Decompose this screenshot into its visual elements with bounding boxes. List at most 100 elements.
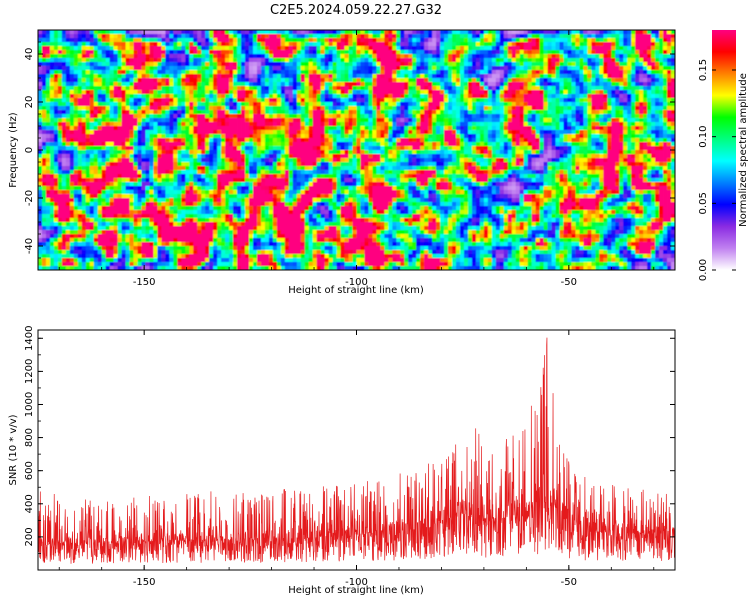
heatmap-cell xyxy=(539,70,545,75)
heatmap-cell xyxy=(432,114,437,119)
heatmap-cell xyxy=(316,114,322,119)
heatmap-cell xyxy=(213,130,218,135)
heatmap-cell xyxy=(97,154,103,159)
heatmap-cell xyxy=(276,82,282,87)
heatmap-cell xyxy=(671,138,675,143)
heatmap-cell xyxy=(256,146,262,151)
heatmap-cell xyxy=(264,118,270,123)
heatmap-cell xyxy=(575,130,580,135)
heatmap-cell xyxy=(479,150,485,155)
heatmap-cell xyxy=(169,38,174,43)
heatmap-cell xyxy=(280,30,286,35)
heatmap-cell xyxy=(45,74,51,79)
heatmap-cell xyxy=(432,126,437,131)
heatmap-cell xyxy=(336,78,341,83)
heatmap-cell xyxy=(209,134,214,139)
heatmap-cell xyxy=(360,58,365,63)
heatmap-cell xyxy=(483,38,489,43)
heatmap-cell xyxy=(551,58,556,63)
heatmap-cell xyxy=(69,58,75,63)
heatmap-cell xyxy=(332,38,337,43)
heatmap-cell xyxy=(149,110,154,115)
heatmap-cell xyxy=(671,34,675,39)
heatmap-cell xyxy=(121,34,126,39)
heatmap-cell xyxy=(69,70,75,75)
heatmap-cell xyxy=(424,118,429,123)
heatmap-cell xyxy=(627,54,632,59)
heatmap-cell xyxy=(380,114,385,119)
heatmap-cell xyxy=(412,42,417,47)
heatmap-cell xyxy=(519,78,525,83)
heatmap-cell xyxy=(384,62,389,67)
heatmap-cell xyxy=(436,90,441,95)
heatmap-cell xyxy=(531,74,537,79)
heatmap-cell xyxy=(643,118,648,123)
heatmap-cell xyxy=(436,50,441,55)
heatmap-cell xyxy=(623,142,628,147)
heatmap-cell xyxy=(495,130,501,135)
heatmap-cell xyxy=(579,106,584,111)
heatmap-cell xyxy=(97,46,103,51)
heatmap-cell xyxy=(444,82,449,87)
heatmap-cell xyxy=(77,102,83,107)
heatmap-cell xyxy=(424,114,429,119)
heatmap-cell xyxy=(531,62,537,67)
heatmap-cell xyxy=(352,94,357,99)
heatmap-cell xyxy=(217,134,222,139)
heatmap-cell xyxy=(280,54,286,59)
heatmap-cell xyxy=(77,46,83,51)
heatmap-cell xyxy=(61,70,67,75)
heatmap-cell xyxy=(65,66,71,71)
heatmap-cell xyxy=(344,54,349,59)
heatmap-cell xyxy=(667,50,672,55)
heatmap-cell xyxy=(157,98,162,103)
heatmap-cell xyxy=(352,46,357,51)
heatmap-cell xyxy=(491,70,497,75)
heatmap-cell xyxy=(324,98,330,103)
heatmap-cell xyxy=(237,102,242,107)
heatmap-cell xyxy=(129,138,134,143)
heatmap-cell xyxy=(161,134,166,139)
heatmap-cell xyxy=(463,30,469,35)
heatmap-cell xyxy=(424,130,429,135)
heatmap-cell xyxy=(368,106,373,111)
heatmap-cell xyxy=(448,46,453,51)
heatmap-cell xyxy=(487,42,493,47)
heatmap-cell xyxy=(483,110,489,115)
heatmap-cell xyxy=(599,114,604,119)
heatmap-cell xyxy=(404,74,409,79)
heatmap-cell xyxy=(324,38,330,43)
heatmap-cell xyxy=(547,42,552,47)
heatmap-cell xyxy=(169,114,174,119)
heatmap-cell xyxy=(213,30,218,35)
heatmap-cell xyxy=(412,150,417,155)
heatmap-cell xyxy=(448,126,453,131)
heatmap-cell xyxy=(603,106,608,111)
heatmap-cell xyxy=(61,134,67,139)
heatmap-cell xyxy=(559,106,564,111)
heatmap-cell xyxy=(452,74,457,79)
heatmap-cell xyxy=(376,46,381,51)
heatmap-cell xyxy=(416,70,421,75)
heatmap-cell xyxy=(527,142,533,147)
heatmap-cell xyxy=(256,134,262,139)
heatmap-cell xyxy=(249,46,254,51)
heatmap-cell xyxy=(225,34,230,39)
heatmap-cell xyxy=(284,70,290,75)
heatmap-cell xyxy=(352,70,357,75)
heatmap-cell xyxy=(332,58,337,63)
heatmap-cell xyxy=(487,54,493,59)
heatmap-cell xyxy=(619,142,624,147)
heatmap-cell xyxy=(376,146,381,151)
heatmap-cell xyxy=(380,118,385,123)
heatmap-cell xyxy=(531,98,537,103)
heatmap-cell xyxy=(424,34,429,39)
heatmap-cell xyxy=(583,94,588,99)
heatmap-cell xyxy=(579,66,584,71)
heatmap-cell xyxy=(93,126,99,131)
heatmap-cell xyxy=(213,54,218,59)
heatmap-cell xyxy=(627,94,632,99)
heatmap-cell xyxy=(233,74,238,79)
heatmap-cell xyxy=(579,114,584,119)
heatmap-cell xyxy=(69,66,75,71)
